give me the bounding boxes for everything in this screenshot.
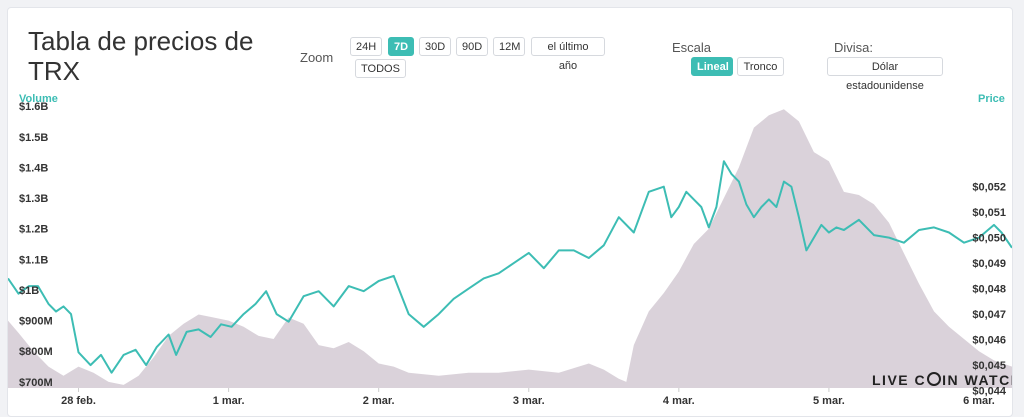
zoom-90d-button[interactable]: 90D <box>456 37 488 56</box>
scale-label: Escala <box>672 40 712 55</box>
right-tick-label: $0,051 <box>972 207 1006 219</box>
right-tick-label: $0,048 <box>972 284 1006 296</box>
left-tick-label: $1.2B <box>19 224 48 236</box>
left-tick-label: $1.5B <box>19 132 48 144</box>
currency-label: Divisa: <box>834 40 874 55</box>
right-tick-label: $0,044 <box>972 386 1007 398</box>
zoom-12m-button[interactable]: 12M <box>493 37 525 56</box>
zoom-last-year-button[interactable]: el último año <box>531 37 605 72</box>
chart-card: Tabla de precios de TRX Zoom 24H 7D 30D … <box>7 7 1013 417</box>
left-tick-label: $1.1B <box>19 254 48 266</box>
left-axis-title: Volume <box>19 93 58 105</box>
right-tick-label: $0,046 <box>972 335 1006 347</box>
left-tick-label: $1B <box>19 285 39 297</box>
right-tick-label: $0,045 <box>972 360 1006 372</box>
chart-title: Tabla de precios de TRX <box>28 26 254 86</box>
volume-area <box>8 109 1012 388</box>
left-tick-label: $700M <box>19 377 53 389</box>
x-tick-label: 2 mar. <box>363 395 395 407</box>
zoom-30d-button[interactable]: 30D <box>419 37 451 56</box>
scale-log-button[interactable]: Tronco <box>737 57 784 76</box>
x-tick-label: 6 mar. <box>963 395 995 407</box>
coin-icon <box>927 372 942 386</box>
right-tick-label: $0,047 <box>972 309 1006 321</box>
currency-select[interactable]: Dólar estadounidense <box>827 57 943 92</box>
right-tick-label: $0,050 <box>972 233 1006 245</box>
left-tick-label: $800M <box>19 346 53 358</box>
price-line <box>8 160 1012 374</box>
livecoinwatch-logo: LIVE CIN WATCH <box>872 372 1012 388</box>
scale-linear-button[interactable]: Lineal <box>691 57 733 76</box>
right-tick-label: $0,049 <box>972 258 1006 270</box>
zoom-all-button[interactable]: TODOS <box>355 59 406 78</box>
left-tick-label: $1.6B <box>19 101 48 113</box>
x-tick-label: 4 mar. <box>663 395 695 407</box>
right-tick-label: $0,052 <box>972 182 1006 194</box>
zoom-7d-button[interactable]: 7D <box>388 37 414 56</box>
x-tick-label: 3 mar. <box>513 395 545 407</box>
price-chart: $1.6B $1.5B $1.4B $1.3B $1.2B $1.1B $1B $900M $8… <box>8 101 1012 407</box>
zoom-label: Zoom <box>300 50 334 65</box>
left-tick-label: $900M <box>19 316 53 328</box>
x-tick-label: 28 feb. <box>61 395 96 407</box>
x-tick-label: 1 mar. <box>213 395 245 407</box>
zoom-24h-button[interactable]: 24H <box>350 37 382 56</box>
left-tick-label: $1.3B <box>19 193 48 205</box>
right-axis-title: Price <box>978 93 1005 105</box>
x-tick-label: 5 mar. <box>813 395 845 407</box>
left-tick-label: $1.4B <box>19 162 48 174</box>
